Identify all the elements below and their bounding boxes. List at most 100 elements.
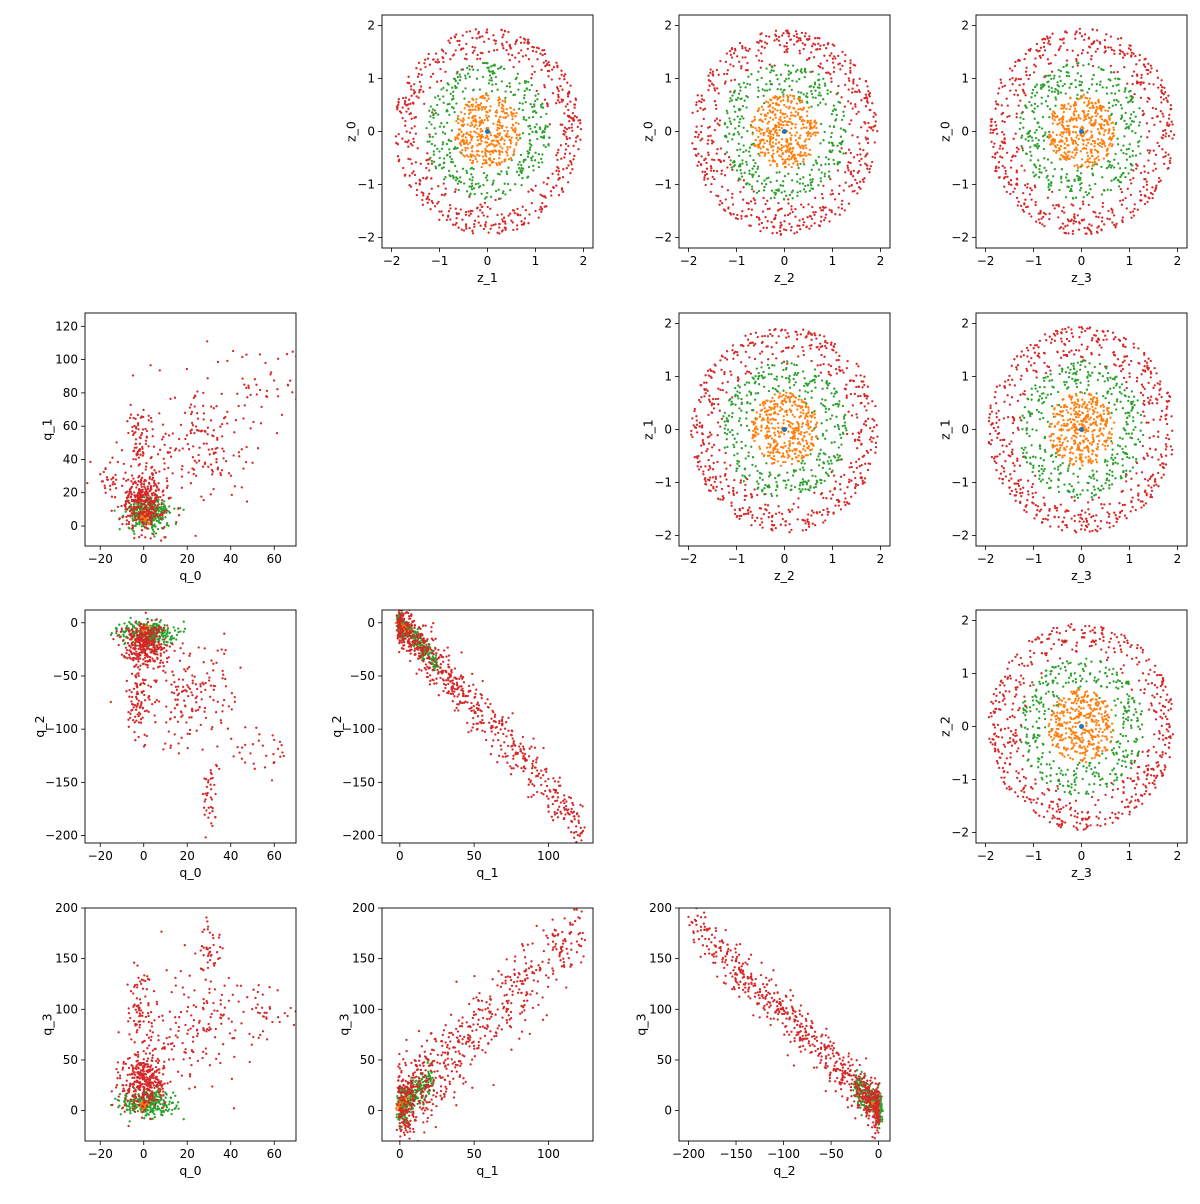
data-point [1121,191,1123,193]
data-point [754,375,756,377]
data-point [806,115,808,117]
data-point [777,385,779,387]
data-point [1108,102,1110,104]
data-point [540,206,542,208]
data-point [1069,108,1071,110]
data-point [474,193,476,195]
data-point [446,109,448,111]
data-point [773,64,775,66]
data-point [788,163,790,165]
data-point [793,363,795,365]
data-point [1117,143,1119,145]
data-point [1083,140,1085,142]
data-point [736,115,738,117]
data-point [808,138,810,140]
data-point [428,193,430,195]
data-point [480,128,482,130]
data-point [825,156,827,158]
data-point [1090,143,1092,145]
data-point [421,199,423,201]
data-point [548,64,550,66]
data-point [714,364,716,366]
data-point [430,123,432,125]
data-point [1094,142,1096,144]
data-point [744,99,746,101]
data-point [704,465,706,467]
data-point [800,203,802,205]
data-point [468,65,470,67]
data-point [1068,180,1070,182]
data-point [757,71,759,73]
data-point [731,349,733,351]
data-point [866,450,868,452]
data-point [1051,33,1053,35]
data-point [1173,134,1175,136]
data-point [1009,89,1011,91]
data-point [723,373,725,375]
data-point [504,227,506,229]
data-point [751,514,753,516]
data-point [771,515,773,517]
data-point [489,157,491,159]
data-point [1038,168,1040,170]
data-point [834,487,836,489]
data-point [726,166,728,168]
data-point [1094,140,1096,142]
data-point [524,80,526,82]
data-point [511,159,513,161]
x-tick-label: 0 [781,254,789,268]
data-point [853,380,855,382]
data-point [777,202,779,204]
data-point [1084,33,1086,35]
data-point [708,85,710,87]
data-point [835,480,837,482]
data-point [1064,31,1066,33]
data-point [727,140,729,142]
data-point [766,418,768,420]
data-point [830,344,832,346]
data-point [788,107,790,109]
data-point [1059,80,1061,82]
data-point [443,126,445,128]
data-point [719,200,721,202]
data-point [1028,213,1030,215]
data-point [701,171,703,173]
data-point [446,82,448,84]
data-point [1101,193,1103,195]
data-point [1093,122,1095,124]
data-point [457,183,459,185]
data-point [788,381,790,383]
data-point [791,80,793,82]
data-point [784,190,786,192]
data-point [696,424,698,426]
data-point [1168,117,1170,119]
data-point [473,89,475,91]
data-point [717,398,719,400]
data-point [799,178,801,180]
data-point [487,206,489,208]
data-point [1054,88,1056,90]
data-point [1125,112,1127,114]
data-point [822,433,824,435]
data-point [1088,228,1090,230]
data-point [727,428,729,430]
data-point [1072,131,1074,133]
data-point [780,524,782,526]
data-point [540,106,542,108]
data-point [497,173,499,175]
data-point [787,479,789,481]
data-point [754,399,756,401]
data-point [1018,201,1020,203]
data-point [562,133,564,135]
data-point [775,527,777,529]
data-point [477,215,479,217]
data-point [474,155,476,157]
data-point [508,214,510,216]
data-point [762,95,764,97]
data-point [1100,123,1102,125]
data-point [824,163,826,165]
data-point [1062,132,1064,134]
data-point [464,87,466,89]
data-point [861,464,863,466]
data-point [734,111,736,113]
